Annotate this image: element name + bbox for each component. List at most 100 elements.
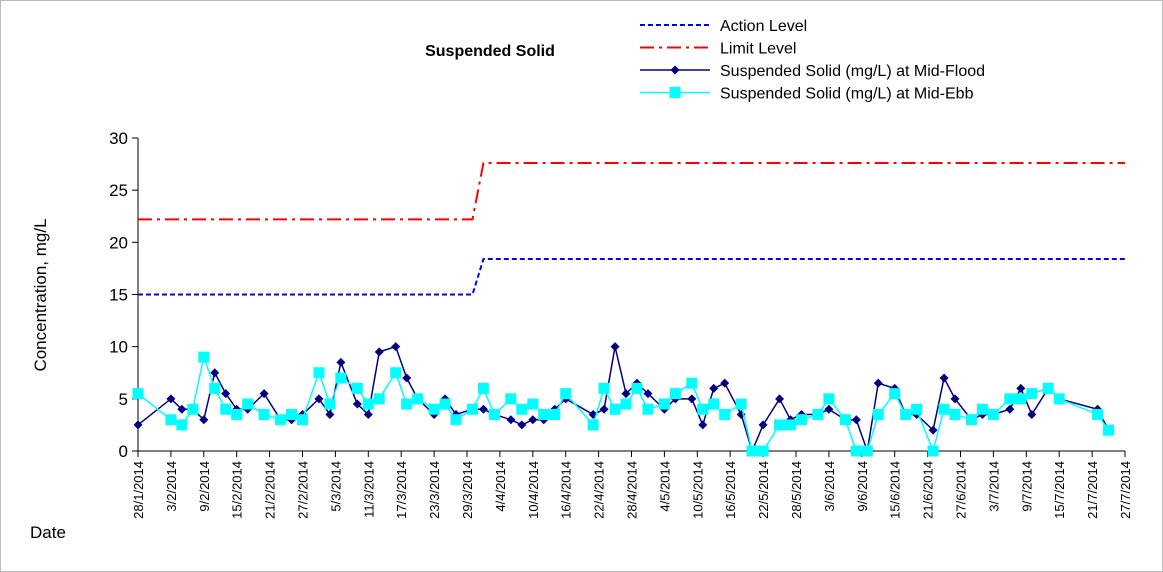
- data-point: [351, 382, 363, 394]
- data-point: [873, 378, 883, 388]
- data-point: [900, 408, 912, 420]
- x-tick-label: 11/3/2014: [361, 461, 376, 518]
- data-point: [708, 398, 720, 410]
- data-point: [439, 398, 451, 410]
- data-point: [758, 420, 768, 430]
- y-tick-label: 25: [109, 181, 128, 200]
- legend-label: Limit Level: [720, 41, 796, 58]
- data-point: [165, 414, 177, 426]
- x-tick-label: 23/3/2014: [427, 461, 442, 519]
- data-point: [209, 382, 221, 394]
- data-point: [528, 415, 538, 425]
- data-point: [775, 394, 785, 404]
- data-point: [698, 420, 708, 430]
- x-tick-label: 21/2/2014: [263, 461, 278, 519]
- y-tick-label: 5: [119, 390, 128, 409]
- data-point: [177, 404, 187, 414]
- x-tick-label: 15/7/2014: [1052, 461, 1067, 519]
- data-point: [599, 404, 609, 414]
- data-point: [362, 398, 374, 410]
- data-point: [176, 419, 188, 431]
- x-tick-label: 17/3/2014: [394, 461, 409, 519]
- x-tick-label: 10/5/2014: [690, 461, 705, 519]
- x-tick-label: 21/6/2014: [921, 461, 936, 519]
- x-tick-label: 27/7/2014: [1118, 461, 1133, 519]
- y-tick-label: 30: [109, 129, 128, 148]
- x-tick-label: 16/5/2014: [723, 461, 738, 519]
- data-point: [1053, 393, 1065, 405]
- data-point: [1005, 404, 1015, 414]
- data-point: [1042, 382, 1054, 394]
- data-point: [1026, 388, 1038, 400]
- data-point: [795, 414, 807, 426]
- data-point: [839, 414, 851, 426]
- data-point: [363, 409, 373, 419]
- y-axis-label: Concentration, mg/L: [31, 218, 50, 371]
- legend-label: Suspended Solid (mg/L) at Mid-Ebb: [720, 86, 974, 103]
- data-point: [669, 388, 681, 400]
- data-point: [687, 394, 697, 404]
- data-point: [506, 415, 516, 425]
- data-point: [939, 373, 949, 383]
- y-tick-label: 0: [119, 442, 128, 461]
- data-point: [314, 394, 324, 404]
- data-point: [374, 347, 384, 357]
- data-point: [220, 403, 232, 415]
- data-point: [187, 403, 199, 415]
- data-point: [198, 351, 210, 363]
- data-point: [336, 357, 346, 367]
- x-tick-label: 27/6/2014: [954, 461, 969, 519]
- data-point: [735, 398, 747, 410]
- x-tick-label: 16/4/2014: [559, 461, 574, 519]
- data-point: [477, 382, 489, 394]
- x-tick-label: 4/4/2014: [493, 461, 508, 512]
- x-tick-label: 5/3/2014: [328, 461, 343, 512]
- data-point: [709, 383, 719, 393]
- data-point: [313, 367, 325, 379]
- data-point: [785, 419, 797, 431]
- data-point: [166, 394, 176, 404]
- x-tick-label: 27/2/2014: [296, 461, 311, 519]
- data-point: [352, 399, 362, 409]
- data-point: [560, 388, 572, 400]
- data-point: [757, 445, 769, 457]
- data-point: [297, 414, 308, 426]
- data-point: [132, 388, 144, 400]
- x-tick-label: 9/2/2014: [197, 461, 212, 512]
- x-tick-label: 9/6/2014: [855, 461, 870, 512]
- data-point: [373, 393, 385, 405]
- data-point: [950, 394, 960, 404]
- data-point: [824, 404, 834, 414]
- data-point: [927, 445, 939, 457]
- data-point: [719, 408, 731, 420]
- data-point: [609, 403, 621, 415]
- data-point: [587, 419, 599, 431]
- data-point: [987, 408, 999, 420]
- data-point: [1092, 408, 1104, 420]
- x-tick-label: 3/6/2014: [822, 461, 837, 512]
- data-point: [428, 403, 440, 415]
- series-line: [138, 258, 1125, 296]
- data-point: [1016, 383, 1026, 393]
- x-tick-label: 3/7/2014: [986, 461, 1001, 512]
- data-point: [210, 368, 220, 378]
- data-point: [889, 388, 901, 400]
- data-point: [1027, 409, 1037, 419]
- data-point: [549, 408, 561, 420]
- data-point: [697, 403, 709, 415]
- legend-label: Action Level: [720, 18, 807, 35]
- data-point: [1103, 424, 1115, 436]
- data-point: [642, 403, 654, 415]
- data-point: [610, 342, 620, 352]
- data-point: [851, 415, 861, 425]
- data-point: [258, 408, 270, 420]
- x-tick-label: 28/5/2014: [789, 461, 804, 519]
- data-point: [324, 398, 336, 410]
- data-point: [286, 408, 298, 420]
- x-tick-label: 4/5/2014: [657, 461, 672, 512]
- x-tick-label: 28/1/2014: [131, 461, 146, 519]
- x-tick-label: 22/4/2014: [592, 461, 607, 519]
- data-point: [478, 404, 488, 414]
- data-point: [466, 403, 478, 415]
